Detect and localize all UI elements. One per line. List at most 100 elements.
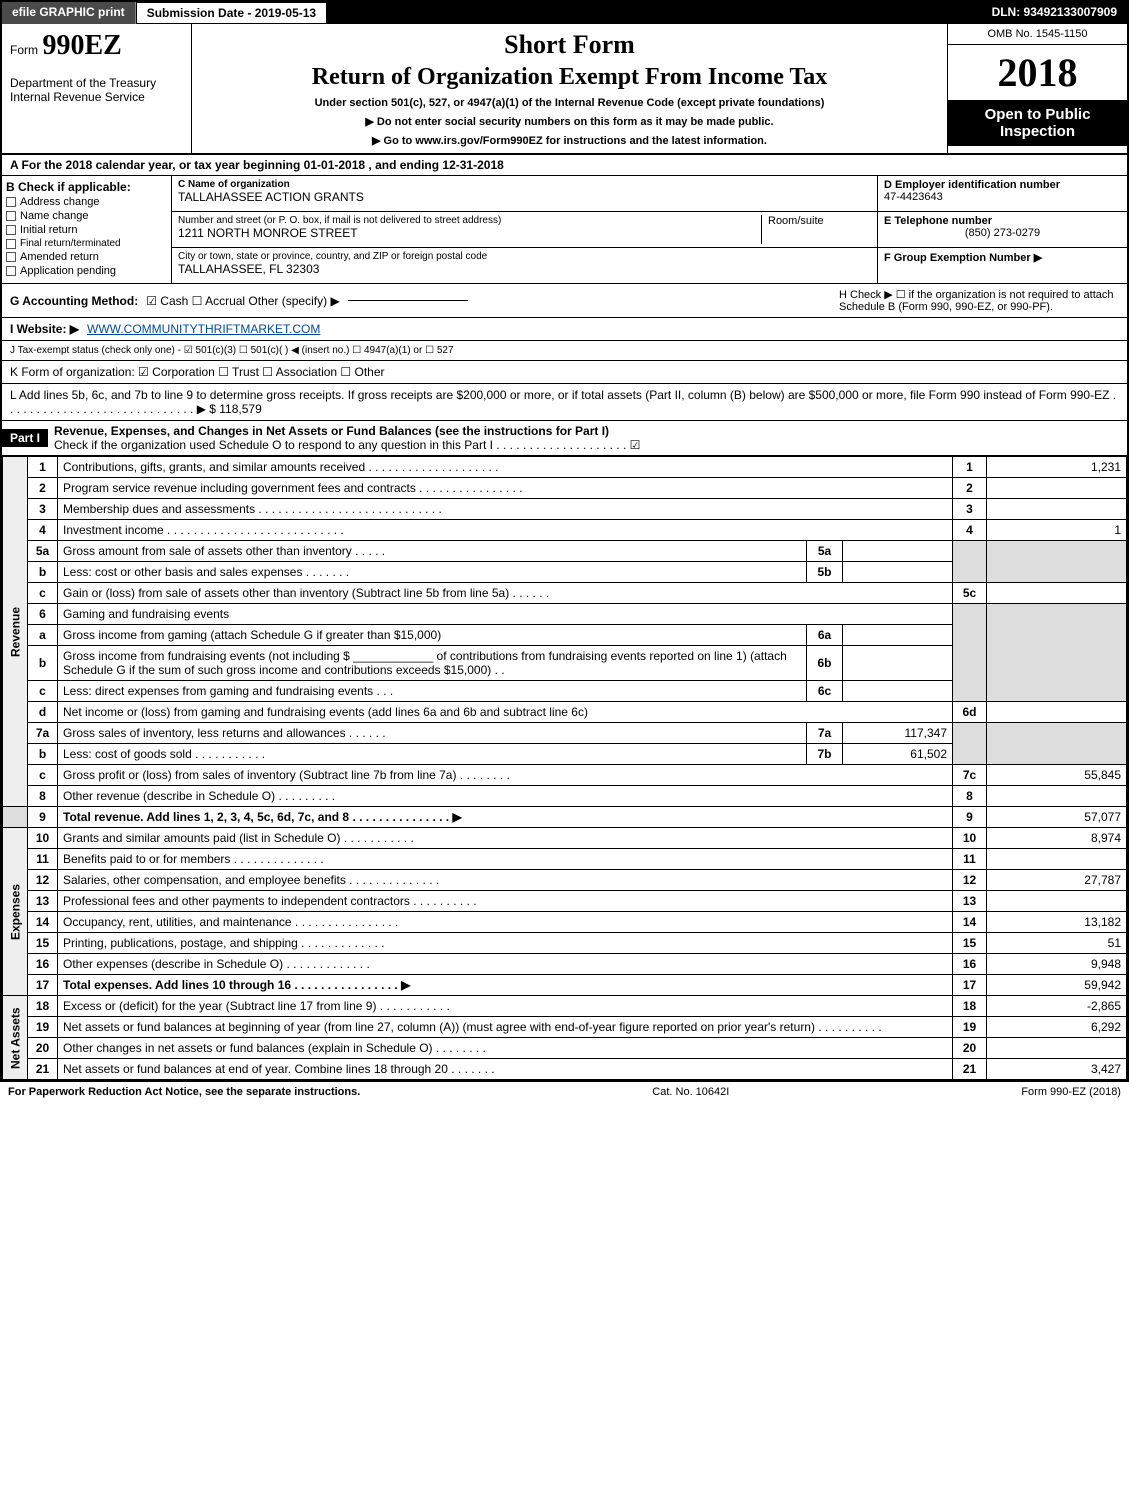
l5ab-grey-rn — [953, 541, 987, 583]
l7b-desc: Less: cost of goods sold . . . . . . . .… — [58, 744, 807, 765]
under-section: Under section 501(c), 527, or 4947(a)(1)… — [200, 97, 939, 109]
chk-amended-return[interactable] — [6, 252, 16, 262]
l18-desc: Excess or (deficit) for the year (Subtra… — [58, 996, 953, 1017]
chk-application-pending[interactable] — [6, 266, 16, 276]
l7ab-grey-amt — [987, 723, 1127, 765]
l21-num: 21 — [28, 1059, 58, 1080]
website-link[interactable]: WWW.COMMUNITYTHRIFTMARKET.COM — [87, 322, 320, 336]
l11-amt — [987, 849, 1127, 870]
l12-num: 12 — [28, 870, 58, 891]
lbl-initial-return: Initial return — [20, 224, 77, 236]
l5c-desc: Gain or (loss) from sale of assets other… — [58, 583, 953, 604]
form-number: 990EZ — [42, 30, 121, 61]
box-b-title: B Check if applicable: — [6, 180, 167, 194]
part1-table: Revenue 1 Contributions, gifts, grants, … — [2, 456, 1127, 1080]
side-rev-end — [3, 807, 28, 828]
lbl-final-return: Final return/terminated — [20, 238, 121, 249]
l14-num: 14 — [28, 912, 58, 933]
org-street: 1211 NORTH MONROE STREET — [178, 226, 761, 240]
l2-num: 2 — [28, 478, 58, 499]
l1-num: 1 — [28, 457, 58, 478]
open-to-public: Open to Public Inspection — [948, 100, 1127, 146]
l8-desc: Other revenue (describe in Schedule O) .… — [58, 786, 953, 807]
l6-grey-amt — [987, 604, 1127, 702]
l7c-num: c — [28, 765, 58, 786]
l2-rn: 2 — [953, 478, 987, 499]
l13-amt — [987, 891, 1127, 912]
l6a-mn: 6a — [807, 625, 843, 646]
f-label: F Group Exemption Number ▶ — [884, 251, 1121, 264]
l7b-mamt: 61,502 — [843, 744, 953, 765]
side-expenses: Expenses — [3, 828, 28, 996]
l18-rn: 18 — [953, 996, 987, 1017]
chk-address-change[interactable] — [6, 197, 16, 207]
g-label: G Accounting Method: — [10, 294, 138, 308]
l6b-num: b — [28, 646, 58, 681]
l16-num: 16 — [28, 954, 58, 975]
l18-num: 18 — [28, 996, 58, 1017]
l15-num: 15 — [28, 933, 58, 954]
l5b-desc: Less: cost or other basis and sales expe… — [58, 562, 807, 583]
omb-number: OMB No. 1545-1150 — [948, 24, 1127, 45]
topbar-spacer — [327, 2, 981, 24]
lbl-name-change: Name change — [20, 210, 89, 222]
l13-desc: Professional fees and other payments to … — [58, 891, 953, 912]
goto-instructions[interactable]: ▶ Go to www.irs.gov/Form990EZ for instru… — [200, 134, 939, 147]
l5a-desc: Gross amount from sale of assets other t… — [58, 541, 807, 562]
l3-rn: 3 — [953, 499, 987, 520]
chk-final-return[interactable] — [6, 239, 16, 249]
header-right: OMB No. 1545-1150 2018 Open to Public In… — [947, 24, 1127, 153]
l5a-mn: 5a — [807, 541, 843, 562]
l21-rn: 21 — [953, 1059, 987, 1080]
l15-amt: 51 — [987, 933, 1127, 954]
l15-rn: 15 — [953, 933, 987, 954]
footer-formref: Form 990-EZ (2018) — [1021, 1086, 1121, 1098]
efile-print-button[interactable]: efile GRAPHIC print — [2, 2, 136, 24]
l3-amt — [987, 499, 1127, 520]
d-label: D Employer identification number — [884, 179, 1121, 191]
room-suite-label: Room/suite — [761, 215, 871, 244]
l9-desc: Total revenue. Add lines 1, 2, 3, 4, 5c,… — [58, 807, 953, 828]
form-header: Form 990EZ Department of the Treasury In… — [2, 24, 1127, 155]
l7c-desc: Gross profit or (loss) from sales of inv… — [58, 765, 953, 786]
short-form-title: Short Form — [200, 30, 939, 60]
l17-rn: 17 — [953, 975, 987, 996]
chk-name-change[interactable] — [6, 211, 16, 221]
l2-desc: Program service revenue including govern… — [58, 478, 953, 499]
l3-num: 3 — [28, 499, 58, 520]
row-j: J Tax-exempt status (check only one) - ☑… — [2, 341, 1127, 361]
section-a-mid: , and ending — [368, 158, 442, 172]
footer-left: For Paperwork Reduction Act Notice, see … — [8, 1086, 360, 1098]
l5c-amt — [987, 583, 1127, 604]
e-label: E Telephone number — [884, 215, 1121, 227]
footer-catno: Cat. No. 10642I — [652, 1086, 729, 1098]
l14-rn: 14 — [953, 912, 987, 933]
l6b-mn: 6b — [807, 646, 843, 681]
open-line1: Open to Public — [952, 106, 1123, 123]
side-revenue: Revenue — [3, 457, 28, 807]
l5a-num: 5a — [28, 541, 58, 562]
l21-amt: 3,427 — [987, 1059, 1127, 1080]
l6a-num: a — [28, 625, 58, 646]
dept-treasury: Department of the Treasury — [10, 76, 183, 90]
g-other-input[interactable] — [348, 300, 468, 301]
row-k: K Form of organization: ☑ Corporation ☐ … — [2, 361, 1127, 384]
open-line2: Inspection — [952, 123, 1123, 140]
org-name: TALLAHASSEE ACTION GRANTS — [178, 190, 871, 204]
l6c-desc: Less: direct expenses from gaming and fu… — [58, 681, 807, 702]
row-l: L Add lines 5b, 6c, and 7b to line 9 to … — [2, 384, 1127, 421]
org-city: TALLAHASSEE, FL 32303 — [178, 262, 871, 276]
tax-year-end: 12-31-2018 — [442, 158, 503, 172]
l14-desc: Occupancy, rent, utilities, and maintena… — [58, 912, 953, 933]
l7a-mamt: 117,347 — [843, 723, 953, 744]
l9-num: 9 — [28, 807, 58, 828]
l7b-mn: 7b — [807, 744, 843, 765]
l1-amt: 1,231 — [987, 457, 1127, 478]
l11-desc: Benefits paid to or for members . . . . … — [58, 849, 953, 870]
l12-rn: 12 — [953, 870, 987, 891]
l5c-num: c — [28, 583, 58, 604]
l11-num: 11 — [28, 849, 58, 870]
chk-initial-return[interactable] — [6, 225, 16, 235]
l6d-amt — [987, 702, 1127, 723]
dept-irs: Internal Revenue Service — [10, 90, 183, 104]
